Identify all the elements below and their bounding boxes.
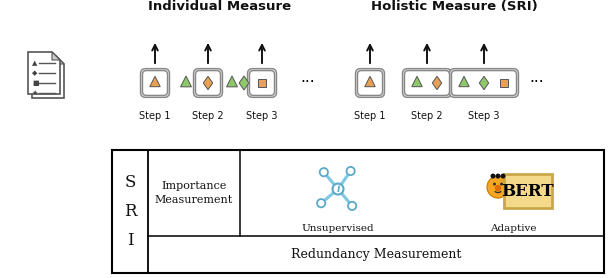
Text: ▲: ▲	[32, 60, 37, 66]
Text: Holistic Measure (SRI): Holistic Measure (SRI)	[371, 0, 537, 13]
Polygon shape	[365, 76, 375, 87]
Text: Step 2: Step 2	[411, 111, 443, 121]
Polygon shape	[412, 76, 422, 87]
Text: Unsupervised: Unsupervised	[301, 224, 375, 233]
Polygon shape	[432, 76, 441, 90]
Text: ★: ★	[32, 90, 38, 96]
Polygon shape	[32, 56, 64, 98]
Circle shape	[495, 173, 500, 178]
Polygon shape	[181, 76, 192, 87]
FancyBboxPatch shape	[504, 174, 552, 208]
Text: Step 3: Step 3	[468, 111, 500, 121]
FancyBboxPatch shape	[403, 69, 451, 97]
Circle shape	[493, 183, 496, 185]
Polygon shape	[52, 52, 60, 60]
Text: Adaptive: Adaptive	[490, 224, 536, 233]
Polygon shape	[239, 76, 249, 90]
Text: Redundancy Measurement: Redundancy Measurement	[291, 248, 461, 261]
Polygon shape	[56, 56, 64, 64]
Text: ■: ■	[32, 80, 39, 86]
Text: S
R
I: S R I	[124, 174, 136, 249]
Circle shape	[348, 202, 356, 210]
FancyBboxPatch shape	[405, 71, 449, 95]
Circle shape	[317, 199, 325, 207]
FancyBboxPatch shape	[193, 69, 222, 97]
Polygon shape	[459, 76, 469, 87]
Text: Importance
Measurement: Importance Measurement	[155, 181, 233, 205]
Text: ···: ···	[301, 76, 316, 91]
Circle shape	[491, 173, 495, 178]
Text: Step 3: Step 3	[246, 111, 278, 121]
Circle shape	[500, 173, 505, 178]
Circle shape	[346, 167, 355, 175]
Polygon shape	[150, 76, 160, 87]
Text: Step 1: Step 1	[354, 111, 386, 121]
FancyBboxPatch shape	[195, 71, 220, 95]
FancyBboxPatch shape	[142, 71, 168, 95]
FancyBboxPatch shape	[449, 69, 518, 97]
Bar	[500, 79, 508, 87]
Circle shape	[500, 183, 503, 185]
FancyBboxPatch shape	[141, 69, 169, 97]
Circle shape	[487, 176, 509, 198]
Bar	[258, 79, 266, 87]
Text: ···: ···	[530, 76, 545, 91]
Text: i: i	[336, 184, 340, 194]
FancyBboxPatch shape	[451, 71, 516, 95]
Circle shape	[320, 168, 328, 176]
Circle shape	[333, 183, 343, 195]
Text: Step 1: Step 1	[139, 111, 171, 121]
Text: BERT: BERT	[502, 183, 554, 200]
FancyBboxPatch shape	[247, 69, 276, 97]
Polygon shape	[227, 76, 238, 87]
Text: Step 2: Step 2	[192, 111, 224, 121]
FancyBboxPatch shape	[356, 69, 384, 97]
Text: Individual Measure: Individual Measure	[149, 0, 292, 13]
Polygon shape	[28, 52, 60, 94]
Polygon shape	[203, 76, 212, 90]
FancyBboxPatch shape	[249, 71, 274, 95]
Text: ◆: ◆	[32, 70, 37, 76]
Circle shape	[495, 185, 500, 190]
Bar	[112, 150, 604, 273]
Polygon shape	[480, 76, 489, 90]
FancyBboxPatch shape	[357, 71, 383, 95]
